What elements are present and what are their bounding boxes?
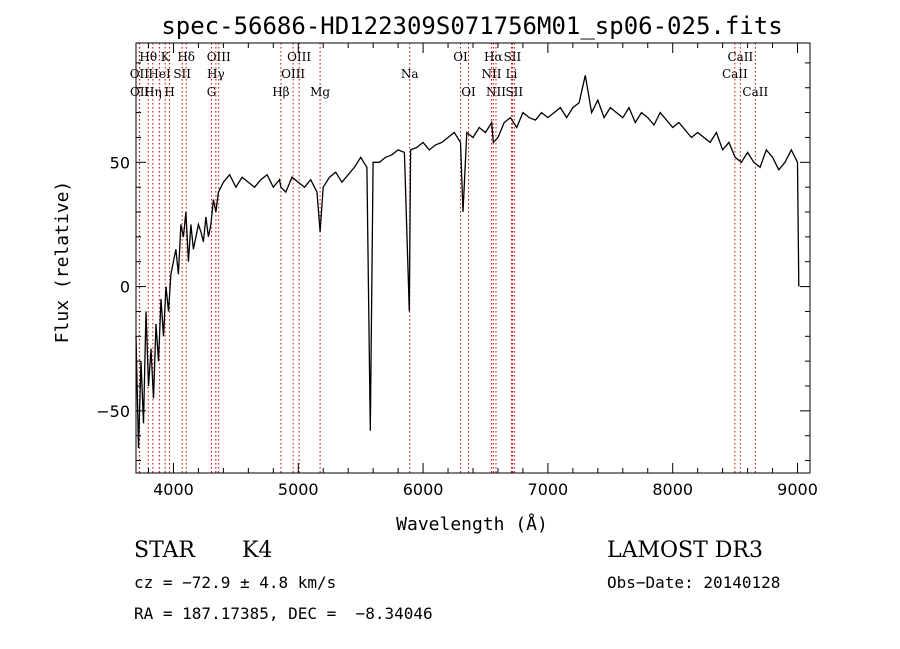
line-marker-label-16: Na <box>401 67 419 81</box>
line-marker-label-17: OI <box>453 50 468 64</box>
object-subclass: K4 <box>242 538 273 563</box>
line-marker-label-13: OIII <box>287 50 311 64</box>
y-axis: −50 0 50 <box>96 62 810 462</box>
line-marker-label-23: NII <box>486 85 506 99</box>
spectrum-line <box>135 75 800 449</box>
x-tick-label-3: 7000 <box>528 480 569 499</box>
line-marker-label-5: Hη <box>144 85 162 99</box>
line-marker-label-22: Li <box>506 67 518 81</box>
object-class: STAR <box>134 538 195 563</box>
line-marker-label-19: Hα <box>484 50 503 64</box>
ra-dec-coordinates: RA = 187.17385, DEC = −8.34046 <box>134 604 433 623</box>
line-marker-label-26: CaII <box>722 67 748 81</box>
line-marker-label-7: H <box>164 85 174 99</box>
line-marker-label-25: CaII <box>727 50 753 64</box>
line-marker-label-15: Mg <box>310 85 330 99</box>
line-marker-label-14: OIII <box>281 67 305 81</box>
line-marker-label-9: OIII <box>207 50 231 64</box>
line-marker-label-11: G <box>207 85 217 99</box>
x-tick-label-4: 8000 <box>652 480 693 499</box>
line-marker-label-21: NII <box>481 67 501 81</box>
line-marker-label-27: CaII <box>742 85 768 99</box>
chart-title: spec-56686-HD122309S071756M01_sp06-025.f… <box>161 12 782 40</box>
line-marker-labels: Hθ OII OII K HeI Hη SII H Hδ OIII Hγ G Hβ OIII OIII Mg N… <box>130 50 769 99</box>
x-tick-label-0: 4000 <box>153 480 194 499</box>
line-marker-label-0: Hθ <box>139 50 157 64</box>
line-marker-label-8: Hδ <box>177 50 195 64</box>
y-tick-label-1: 0 <box>120 278 130 297</box>
line-marker-label-6: SII <box>173 67 191 81</box>
line-marker-label-24: SII <box>505 85 523 99</box>
line-marker-label-1: OII <box>130 67 150 81</box>
survey-name: LAMOST DR3 <box>607 538 763 563</box>
line-marker-label-12: Hβ <box>272 85 289 99</box>
line-marker-label-2: OII <box>130 85 150 99</box>
y-tick-label-2: 50 <box>110 153 130 172</box>
line-marker-label-3: K <box>161 50 171 64</box>
line-marker-label-4: HeI <box>148 67 171 81</box>
x-tick-label-5: 9000 <box>777 480 818 499</box>
y-axis-label: Flux (relative) <box>52 181 73 344</box>
x-tick-label-1: 5000 <box>278 480 319 499</box>
observation-date: Obs−Date: 20140128 <box>607 573 781 592</box>
line-marker-label-18: OI <box>461 85 476 99</box>
x-axis-label: Wavelength (Å) <box>396 513 548 535</box>
redshift-velocity: cz = −72.9 ± 4.8 km/s <box>134 573 337 592</box>
line-marker-label-10: Hγ <box>207 67 225 81</box>
y-tick-label-0: −50 <box>96 402 130 421</box>
plot-frame <box>135 42 811 474</box>
x-tick-label-2: 6000 <box>403 480 444 499</box>
line-markers <box>138 43 756 473</box>
line-marker-label-20: SII <box>504 50 522 64</box>
x-axis: 4000 5000 6000 7000 8000 9000 <box>147 43 818 499</box>
